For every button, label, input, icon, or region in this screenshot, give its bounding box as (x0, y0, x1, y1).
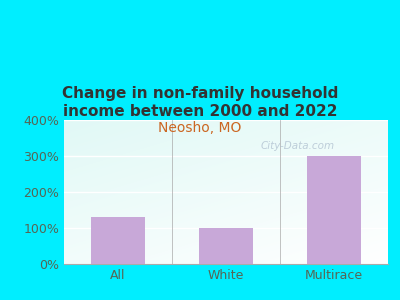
Text: Change in non-family household
income between 2000 and 2022: Change in non-family household income be… (62, 86, 338, 118)
Bar (91, 217, 145, 264)
Bar (307, 156, 361, 264)
Text: Neosho, MO: Neosho, MO (158, 122, 242, 136)
Bar (199, 228, 253, 264)
Text: City-Data.com: City-Data.com (260, 141, 334, 151)
